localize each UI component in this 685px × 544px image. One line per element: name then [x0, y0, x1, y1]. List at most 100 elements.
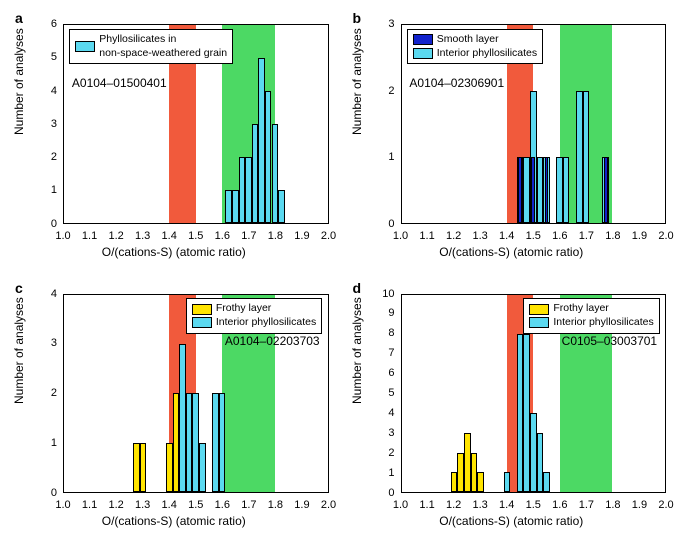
legend: Smooth layerInterior phyllosilicates — [407, 29, 543, 64]
legend-item: Phyllosilicates innon-space-weathered gr… — [75, 33, 227, 60]
sample-id: A0104–02306901 — [409, 76, 504, 90]
bar — [543, 472, 550, 492]
panel-b: bSmooth layerInterior phyllosilicatesA01… — [353, 10, 671, 260]
x-tick-label: 1.9 — [632, 499, 647, 511]
legend-label: Frothy layer — [553, 302, 608, 316]
legend-label: Interior phyllosilicates — [437, 47, 537, 61]
x-tick-label: 1.4 — [162, 499, 177, 511]
bar — [523, 334, 530, 492]
x-tick-label: 1.3 — [472, 499, 487, 511]
bar — [537, 157, 544, 223]
y-tick-label: 9 — [388, 307, 394, 319]
y-axis-title: Number of analyses — [12, 298, 26, 405]
bar — [477, 472, 484, 492]
chart-area: Smooth layerInterior phyllosilicates A010… — [401, 24, 667, 224]
x-tick-label: 1.7 — [241, 230, 256, 242]
x-tick-label: 1.7 — [579, 499, 594, 511]
y-tick-label: 6 — [388, 367, 394, 379]
bar — [563, 157, 570, 223]
legend-swatch — [413, 34, 433, 45]
x-tick-label: 1.8 — [268, 230, 283, 242]
x-tick-label: 1.9 — [294, 230, 309, 242]
x-tick-label: 2.0 — [658, 230, 673, 242]
legend-item: Frothy layer — [529, 302, 653, 316]
y-axis-title: Number of analyses — [350, 298, 364, 405]
y-tick-label: 3 — [388, 18, 394, 30]
x-tick-label: 1.4 — [162, 230, 177, 242]
x-tick-label: 1.1 — [82, 230, 97, 242]
y-tick-label: 2 — [388, 447, 394, 459]
y-tick-label: 2 — [51, 151, 57, 163]
legend-swatch — [192, 317, 212, 328]
x-tick-label: 1.7 — [579, 230, 594, 242]
sample-id: A0104–02203703 — [225, 334, 320, 348]
sample-id: C0105–03003701 — [562, 334, 657, 348]
x-tick-label: 1.0 — [55, 230, 70, 242]
y-tick-label: 8 — [388, 327, 394, 339]
y-tick-label: 1 — [388, 467, 394, 479]
y-tick-label: 4 — [388, 407, 394, 419]
bar — [517, 334, 524, 492]
legend-label: Interior phyllosilicates — [216, 316, 316, 330]
y-tick-label: 1 — [388, 151, 394, 163]
bar — [518, 157, 522, 223]
bar — [504, 472, 511, 492]
chart-area: Phyllosilicates innon-space-weathered gr… — [63, 24, 329, 224]
x-tick-label: 1.4 — [499, 499, 514, 511]
x-tick-label: 1.1 — [419, 499, 434, 511]
y-tick-label: 4 — [51, 85, 57, 97]
bar — [278, 190, 285, 223]
legend: Phyllosilicates innon-space-weathered gr… — [69, 29, 233, 64]
x-tick-label: 2.0 — [321, 230, 336, 242]
bar — [583, 91, 590, 223]
x-tick-label: 1.2 — [446, 230, 461, 242]
x-tick-label: 1.6 — [552, 230, 567, 242]
legend-label: Phyllosilicates innon-space-weathered gr… — [99, 33, 227, 60]
y-tick-label: 0 — [51, 218, 57, 230]
x-tick-label: 1.7 — [241, 499, 256, 511]
y-axis-title: Number of analyses — [350, 28, 364, 135]
legend-swatch — [529, 304, 549, 315]
y-tick-label: 1 — [51, 437, 57, 449]
x-tick-label: 1.8 — [605, 499, 620, 511]
panel-c: cFrothy layerInterior phyllosilicatesA01… — [15, 280, 333, 530]
y-tick-label: 5 — [388, 387, 394, 399]
x-tick-label: 2.0 — [321, 499, 336, 511]
x-tick-label: 1.1 — [419, 230, 434, 242]
x-axis-title: O/(cations-S) (atomic ratio) — [439, 514, 583, 528]
bar — [556, 157, 563, 223]
legend-label: Frothy layer — [216, 302, 271, 316]
bar — [252, 124, 259, 223]
x-axis-title: O/(cations-S) (atomic ratio) — [439, 245, 583, 259]
x-tick-label: 1.0 — [393, 230, 408, 242]
bar — [537, 433, 544, 492]
bar — [576, 91, 583, 223]
legend-item: Interior phyllosilicates — [529, 316, 653, 330]
bar — [604, 157, 608, 223]
legend-item: Smooth layer — [413, 33, 537, 47]
bar — [199, 443, 206, 492]
x-tick-label: 1.5 — [526, 499, 541, 511]
y-tick-label: 0 — [388, 487, 394, 499]
legend: Frothy layerInterior phyllosilicates — [523, 298, 659, 333]
x-tick-label: 1.5 — [188, 499, 203, 511]
bar — [265, 91, 272, 223]
bar — [451, 472, 458, 492]
legend: Frothy layerInterior phyllosilicates — [186, 298, 322, 333]
x-tick-label: 1.2 — [108, 230, 123, 242]
x-tick-label: 1.4 — [499, 230, 514, 242]
bar — [530, 413, 537, 492]
x-tick-label: 1.3 — [472, 230, 487, 242]
y-tick-label: 2 — [388, 85, 394, 97]
bar — [219, 393, 226, 492]
x-axis-title: O/(cations-S) (atomic ratio) — [102, 514, 246, 528]
y-tick-label: 3 — [388, 427, 394, 439]
x-tick-label: 1.3 — [135, 230, 150, 242]
y-tick-label: 3 — [51, 337, 57, 349]
y-tick-label: 3 — [51, 118, 57, 130]
legend-item: Interior phyllosilicates — [413, 47, 537, 61]
bar — [212, 393, 219, 492]
bar — [133, 443, 140, 492]
x-tick-label: 1.6 — [215, 499, 230, 511]
x-tick-label: 1.9 — [632, 230, 647, 242]
